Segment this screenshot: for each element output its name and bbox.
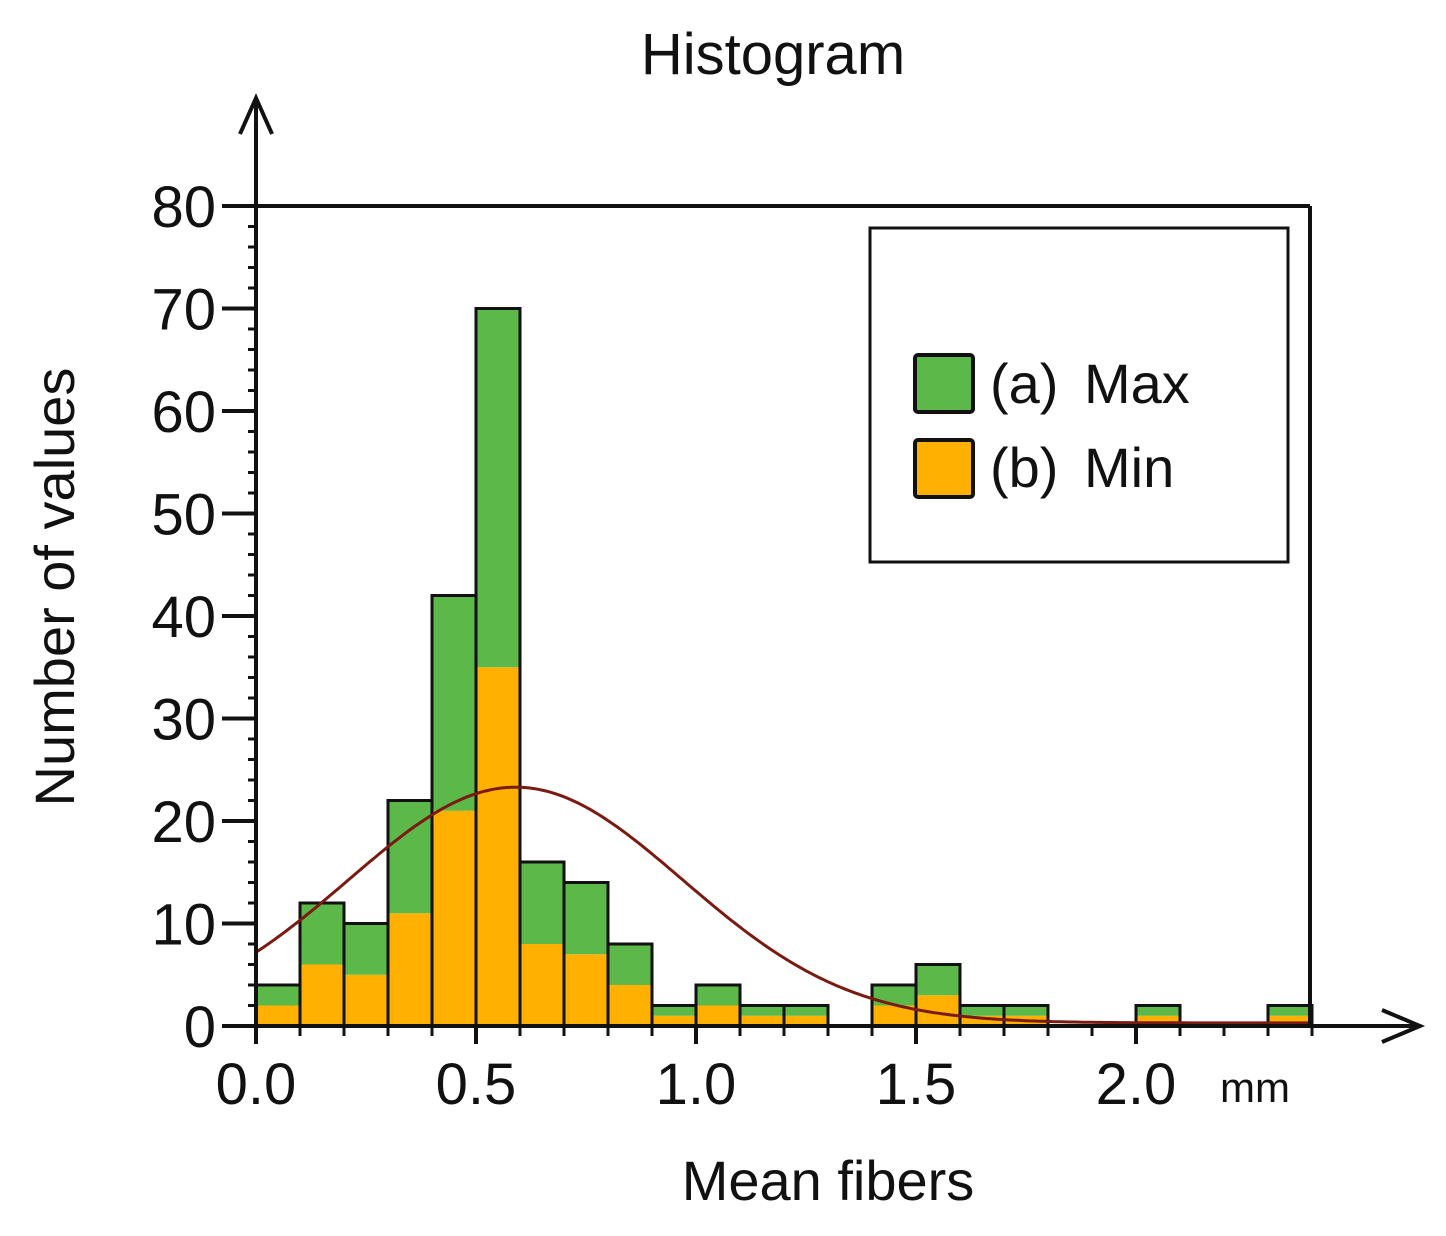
bar-min-2 [344,974,388,1026]
y-tick-label-20: 20 [151,790,216,855]
y-tick-label-50: 50 [151,483,216,548]
bar-max-15 [960,1005,1004,1016]
bar-min-6 [520,944,564,1026]
bar-max-11 [740,1005,784,1016]
bar-min-10 [696,1005,740,1026]
bar-max-17 [1136,1005,1180,1016]
bar-max-9 [652,1005,696,1016]
bar-max-1 [300,903,344,965]
bar-min-4 [432,810,476,1026]
bar-min-13 [872,1005,916,1026]
chart-title: Histogram [641,22,905,87]
y-tick-label-60: 60 [151,380,216,445]
y-tick-label-0: 0 [184,995,216,1060]
bar-max-7 [564,882,608,955]
x-unit-label: mm [1220,1064,1290,1111]
bar-min-12 [784,1015,828,1026]
x-tick-label-2.0: 2.0 [1096,1052,1177,1117]
bar-max-13 [872,985,916,1006]
bar-max-16 [1004,1005,1048,1016]
legend-swatch-max [913,353,975,414]
x-tick-label-0.5: 0.5 [436,1052,517,1117]
y-axis-arrow [238,93,274,135]
fit-curve [255,785,1312,1025]
y-tick-label-80: 80 [151,175,216,240]
bar-max-14 [916,964,960,996]
bar-min-9 [652,1015,696,1026]
bar-min-11 [740,1015,784,1026]
y-axis-label: Number of values [23,368,86,807]
x-tick-label-1.0: 1.0 [656,1052,737,1117]
y-ticks: 0 10 20 30 40 50 60 70 80 [151,175,256,1060]
y-tick-label-10: 10 [151,893,216,958]
x-tick-label-0.0: 0.0 [216,1052,297,1117]
bar-max-4 [432,595,476,811]
y-tick-label-40: 40 [151,585,216,650]
bar-max-10 [696,985,740,1006]
legend-label-min: (b) Min [990,436,1174,499]
bar-min-1 [300,964,344,1026]
bar-max-12 [784,1005,828,1016]
bar-min-17 [1136,1015,1180,1026]
x-axis-arrow [1381,1008,1426,1044]
legend-swatch-min [913,438,975,499]
bar-min-18 [1268,1015,1312,1026]
bar-min-3 [388,913,432,1026]
bar-min-15 [960,1015,1004,1026]
bar-min-8 [608,985,652,1026]
legend-label-max: (a) Max [990,352,1190,415]
bar-min-7 [564,954,608,1026]
x-ticks: 0.0 0.5 1.0 1.5 2.0 [216,1026,1314,1117]
bar-max-0 [256,985,300,1006]
bar-max-18 [1268,1005,1312,1016]
x-tick-label-1.5: 1.5 [876,1052,957,1117]
bar-min-0 [256,1005,300,1026]
bar-max-6 [520,862,564,944]
bar-min-5 [476,667,520,1026]
x-axis-label: Mean fibers [682,1149,975,1212]
bar-max-2 [344,923,388,975]
legend: (a) Max (b) Min [868,226,1290,564]
bar-max-5 [476,308,520,668]
bar-max-8 [608,944,652,985]
y-tick-label-30: 30 [151,688,216,753]
y-tick-label-70: 70 [151,278,216,343]
